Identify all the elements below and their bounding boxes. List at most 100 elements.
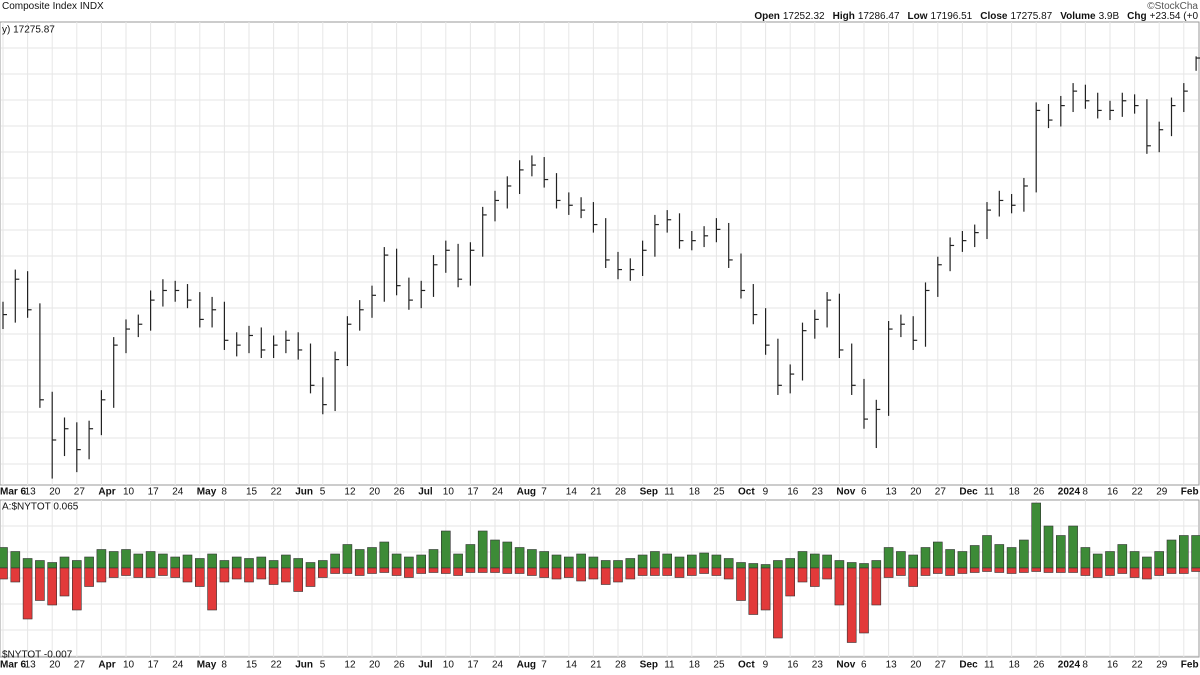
bar	[1117, 567, 1128, 574]
bar	[896, 551, 906, 569]
bar	[317, 560, 328, 569]
bar	[182, 567, 193, 583]
bar	[256, 556, 267, 569]
x-tick-label: 16	[787, 487, 799, 498]
x-tick-label: 21	[590, 660, 602, 671]
x-tick-label: 17	[148, 660, 160, 671]
bar	[305, 562, 316, 569]
bar	[1191, 535, 1200, 569]
bar	[0, 567, 8, 580]
bar	[723, 567, 734, 580]
bar	[748, 567, 759, 615]
x-tick-label: 16	[787, 660, 799, 671]
bar	[35, 560, 45, 569]
bar	[1191, 567, 1200, 572]
bar	[231, 556, 242, 569]
bar	[613, 560, 623, 569]
bar	[834, 560, 845, 569]
x-tick-label: 13	[886, 487, 898, 498]
x-tick-label: 20	[910, 660, 922, 671]
bar	[1154, 551, 1164, 569]
bar	[588, 567, 599, 580]
bar	[268, 567, 279, 585]
x-tick-label: 12	[344, 487, 356, 498]
bar	[84, 567, 94, 587]
x-tick-label: May	[197, 660, 217, 671]
bar	[711, 554, 722, 569]
x-tick-label: 29	[1156, 487, 1168, 498]
x-tick-label: 20	[49, 487, 61, 498]
bar	[1068, 525, 1078, 569]
legend-entry: A:$NYTOT 0.065	[2, 502, 79, 513]
bar	[994, 544, 1005, 569]
bar	[809, 567, 820, 587]
x-tick-label: 22	[1132, 660, 1144, 671]
bar	[822, 567, 832, 580]
x-tick-label: 6	[861, 487, 867, 498]
bar	[896, 567, 906, 576]
x-tick-label: 9	[763, 487, 769, 498]
stat-label: Low	[907, 11, 928, 22]
x-tick-label: 8	[221, 487, 227, 498]
bar	[268, 560, 279, 569]
bar	[1043, 567, 1054, 573]
bar	[1019, 567, 1029, 573]
x-tick-label: 27	[935, 487, 947, 498]
bar	[231, 567, 242, 580]
bar	[59, 556, 70, 569]
bar	[354, 567, 365, 576]
bar	[47, 567, 58, 606]
x-tick-label: 26	[394, 660, 406, 671]
bar	[551, 567, 562, 580]
bar	[330, 553, 340, 569]
x-tick-label: Jun	[295, 487, 313, 498]
bar	[699, 552, 709, 569]
bar	[785, 558, 796, 569]
bar	[1166, 539, 1177, 569]
x-tick-label: 27	[935, 660, 947, 671]
stat-value: 17196.51	[930, 11, 973, 22]
bar	[625, 567, 636, 580]
bar	[1080, 547, 1091, 569]
bar	[133, 553, 144, 569]
bar	[662, 567, 673, 576]
bar	[281, 567, 291, 583]
bar	[773, 567, 783, 639]
bar	[932, 567, 943, 574]
bar	[1006, 547, 1017, 569]
x-tick-label: 17	[467, 660, 479, 671]
x-tick-label: 11	[984, 487, 995, 498]
bar	[1056, 567, 1066, 573]
bar	[404, 556, 414, 569]
x-tick-label: Feb	[1181, 660, 1199, 671]
x-tick-label: 7	[541, 660, 547, 671]
bar	[317, 567, 328, 578]
stat-value: +23.54 (+0	[1149, 11, 1198, 22]
bar	[293, 567, 304, 592]
bar	[35, 567, 45, 601]
x-tick-label: 28	[615, 487, 627, 498]
x-tick-label: Aug	[517, 660, 536, 671]
x-tick-label: 24	[172, 660, 184, 671]
bar	[859, 563, 869, 569]
x-tick-label: 17	[467, 487, 479, 498]
bar	[551, 554, 562, 569]
x-tick-label: 7	[541, 487, 547, 498]
x-tick-label: 2024	[1058, 487, 1081, 498]
bar	[699, 567, 709, 574]
x-tick-label: 5	[320, 660, 326, 671]
bar	[1080, 567, 1091, 576]
bar	[293, 558, 304, 569]
bar	[982, 535, 992, 569]
x-tick-label: Jul	[418, 660, 433, 671]
bar	[219, 567, 230, 583]
bar	[330, 567, 340, 574]
x-tick-label: 24	[492, 660, 504, 671]
x-tick-label: Jun	[295, 660, 313, 671]
bar	[10, 551, 21, 569]
x-tick-label: 13	[886, 660, 898, 671]
bar	[1142, 556, 1152, 569]
bar	[723, 558, 734, 569]
x-tick-label: 2024	[1058, 660, 1081, 671]
